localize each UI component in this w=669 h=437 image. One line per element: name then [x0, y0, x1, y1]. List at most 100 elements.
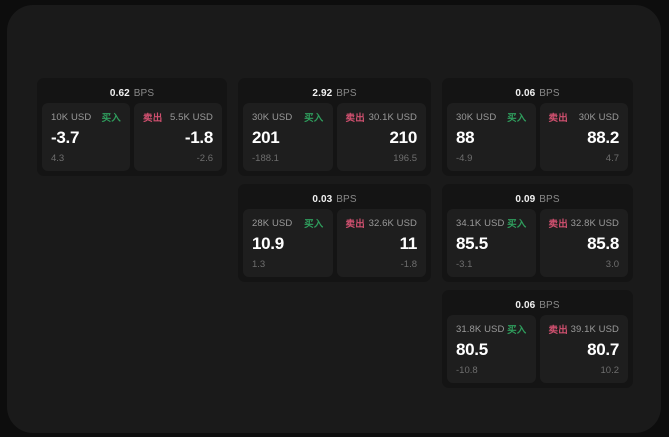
buy-tag: 买入: [101, 113, 121, 124]
sell-delta-row: 10.2: [549, 364, 620, 376]
sell-panel-header: 卖出 39.1K USD: [548, 323, 620, 337]
sell-panel[interactable]: 卖出 5.5K USD -1.8 -2.6: [134, 103, 222, 171]
buy-delta: 1.3: [252, 258, 266, 270]
buy-panel-header: 30K USD 买入: [252, 111, 324, 125]
sell-delta-row: -1.8: [346, 258, 417, 270]
sell-tag: 卖出: [345, 219, 365, 230]
quote-card[interactable]: 2.92 BPS 30K USD 买入 201 -188.1 卖出 30.1K USD 210 1…: [238, 78, 431, 176]
sell-size-label: 32.8K USD: [570, 217, 619, 229]
sell-panel-header: 卖出 32.8K USD: [548, 217, 620, 231]
buy-delta-row: -3.1: [456, 258, 527, 270]
buy-panel[interactable]: 31.8K USD 买入 80.5 -10.8: [447, 315, 536, 383]
sell-price-row: 11: [346, 234, 418, 254]
sell-panel[interactable]: 卖出 32.6K USD 11 -1.8: [336, 209, 426, 277]
buy-tag: 买入: [304, 113, 324, 124]
card-header: 0.06 BPS: [447, 83, 628, 103]
buy-panel[interactable]: 30K USD 买入 88 -4.9: [447, 103, 536, 171]
sell-price-row: 88.2: [549, 128, 619, 148]
sell-tag: 卖出: [345, 113, 365, 124]
bps-value: 2.92: [312, 87, 333, 99]
bps-unit-label: BPS: [336, 87, 357, 99]
sell-price-row: -1.8: [143, 128, 213, 148]
card-body: 30K USD 买入 201 -188.1 卖出 30.1K USD 210 196.5: [243, 103, 426, 171]
quote-card[interactable]: 0.06 BPS 30K USD 买入 88 -4.9 卖出 30K USD 88.2 4.7: [442, 78, 633, 176]
buy-price: -3.7: [51, 128, 80, 147]
buy-delta-row: -188.1: [252, 152, 324, 164]
sell-panel[interactable]: 卖出 39.1K USD 80.7 10.2: [539, 315, 628, 383]
buy-price-row: -3.7: [51, 128, 121, 148]
quote-card[interactable]: 0.06 BPS 31.8K USD 买入 80.5 -10.8 卖出 39.1K USD 80…: [442, 290, 633, 388]
buy-price: 85.5: [456, 234, 488, 253]
buy-price-row: 201: [252, 128, 324, 148]
sell-delta-row: 4.7: [549, 152, 619, 164]
bps-value: 0.09: [515, 193, 536, 205]
buy-price: 201: [252, 128, 280, 147]
buy-tag: 买入: [507, 219, 527, 230]
card-body: 30K USD 买入 88 -4.9 卖出 30K USD 88.2 4.7: [447, 103, 628, 171]
sell-size-label: 30K USD: [578, 111, 619, 123]
card-body: 28K USD 买入 10.9 1.3 卖出 32.6K USD 11 -1.8: [243, 209, 426, 277]
sell-tag: 卖出: [143, 113, 163, 124]
bps-unit-label: BPS: [539, 299, 560, 311]
sell-size-label: 32.6K USD: [368, 217, 417, 229]
sell-panel-header: 卖出 30K USD: [548, 111, 620, 125]
sell-delta: 196.5: [393, 152, 417, 164]
sell-panel[interactable]: 卖出 30K USD 88.2 4.7: [539, 103, 628, 171]
sell-delta-row: -2.6: [143, 152, 213, 164]
buy-price-row: 88: [456, 128, 527, 148]
buy-size-label: 10K USD: [51, 111, 92, 123]
buy-delta-row: 1.3: [252, 258, 324, 270]
sell-panel-header: 卖出 5.5K USD: [143, 111, 213, 125]
sell-delta: 10.2: [600, 364, 620, 376]
buy-price: 88: [456, 128, 475, 147]
quote-column: 2.92 BPS 30K USD 买入 201 -188.1 卖出 30.1K USD 210 1…: [238, 78, 431, 282]
buy-price-row: 10.9: [252, 234, 324, 254]
sell-delta-row: 3.0: [549, 258, 619, 270]
buy-panel-header: 28K USD 买入: [252, 217, 324, 231]
buy-size-label: 28K USD: [252, 217, 293, 229]
quote-card[interactable]: 0.03 BPS 28K USD 买入 10.9 1.3 卖出 32.6K USD 11 -1.8: [238, 184, 431, 282]
buy-panel-header: 30K USD 买入: [456, 111, 527, 125]
buy-panel-header: 34.1K USD 买入: [456, 217, 527, 231]
quote-card[interactable]: 0.09 BPS 34.1K USD 买入 85.5 -3.1 卖出 32.8K USD 85.…: [442, 184, 633, 282]
card-body: 10K USD 买入 -3.7 4.3 卖出 5.5K USD -1.8 -2.6: [42, 103, 222, 171]
sell-delta: -1.8: [400, 258, 417, 270]
sell-size-label: 5.5K USD: [169, 111, 213, 123]
buy-panel-header: 10K USD 买入: [51, 111, 121, 125]
bps-unit-label: BPS: [336, 193, 357, 205]
bps-value: 0.62: [109, 87, 130, 99]
sell-size-label: 30.1K USD: [368, 111, 417, 123]
card-body: 34.1K USD 买入 85.5 -3.1 卖出 32.8K USD 85.8 3.0: [447, 209, 628, 277]
buy-panel[interactable]: 28K USD 买入 10.9 1.3: [243, 209, 333, 277]
buy-tag: 买入: [507, 325, 527, 336]
buy-size-label: 30K USD: [456, 111, 497, 123]
buy-size-label: 31.8K USD: [456, 323, 505, 335]
quote-card[interactable]: 0.62 BPS 10K USD 买入 -3.7 4.3 卖出 5.5K USD -1.8 -2.…: [37, 78, 227, 176]
sell-delta: 3.0: [605, 258, 619, 270]
buy-delta: -3.1: [456, 258, 473, 270]
buy-panel[interactable]: 10K USD 买入 -3.7 4.3: [42, 103, 130, 171]
sell-tag: 卖出: [548, 113, 568, 124]
quote-column: 0.06 BPS 30K USD 买入 88 -4.9 卖出 30K USD 88.2 4.7 0.…: [442, 78, 633, 388]
app-window: 0.62 BPS 10K USD 买入 -3.7 4.3 卖出 5.5K USD -1.8 -2.…: [7, 5, 661, 433]
buy-delta: -10.8: [456, 364, 478, 376]
buy-panel[interactable]: 30K USD 买入 201 -188.1: [243, 103, 333, 171]
sell-delta-row: 196.5: [346, 152, 417, 164]
card-header: 0.62 BPS: [42, 83, 222, 103]
buy-delta-row: -10.8: [456, 364, 527, 376]
sell-panel[interactable]: 卖出 30.1K USD 210 196.5: [336, 103, 426, 171]
buy-delta: -188.1: [252, 152, 279, 164]
buy-size-label: 30K USD: [252, 111, 293, 123]
quote-column: 0.62 BPS 10K USD 买入 -3.7 4.3 卖出 5.5K USD -1.8 -2.…: [37, 78, 227, 176]
sell-tag: 卖出: [548, 325, 568, 336]
sell-panel[interactable]: 卖出 32.8K USD 85.8 3.0: [539, 209, 628, 277]
buy-tag: 买入: [304, 219, 324, 230]
sell-tag: 卖出: [548, 219, 568, 230]
buy-tag: 买入: [507, 113, 527, 124]
sell-price: 88.2: [587, 128, 619, 147]
buy-panel[interactable]: 34.1K USD 买入 85.5 -3.1: [447, 209, 536, 277]
card-header: 2.92 BPS: [243, 83, 426, 103]
bps-unit-label: BPS: [539, 193, 560, 205]
quote-board: 0.62 BPS 10K USD 买入 -3.7 4.3 卖出 5.5K USD -1.8 -2.…: [37, 78, 641, 388]
sell-price: 80.7: [587, 340, 619, 359]
